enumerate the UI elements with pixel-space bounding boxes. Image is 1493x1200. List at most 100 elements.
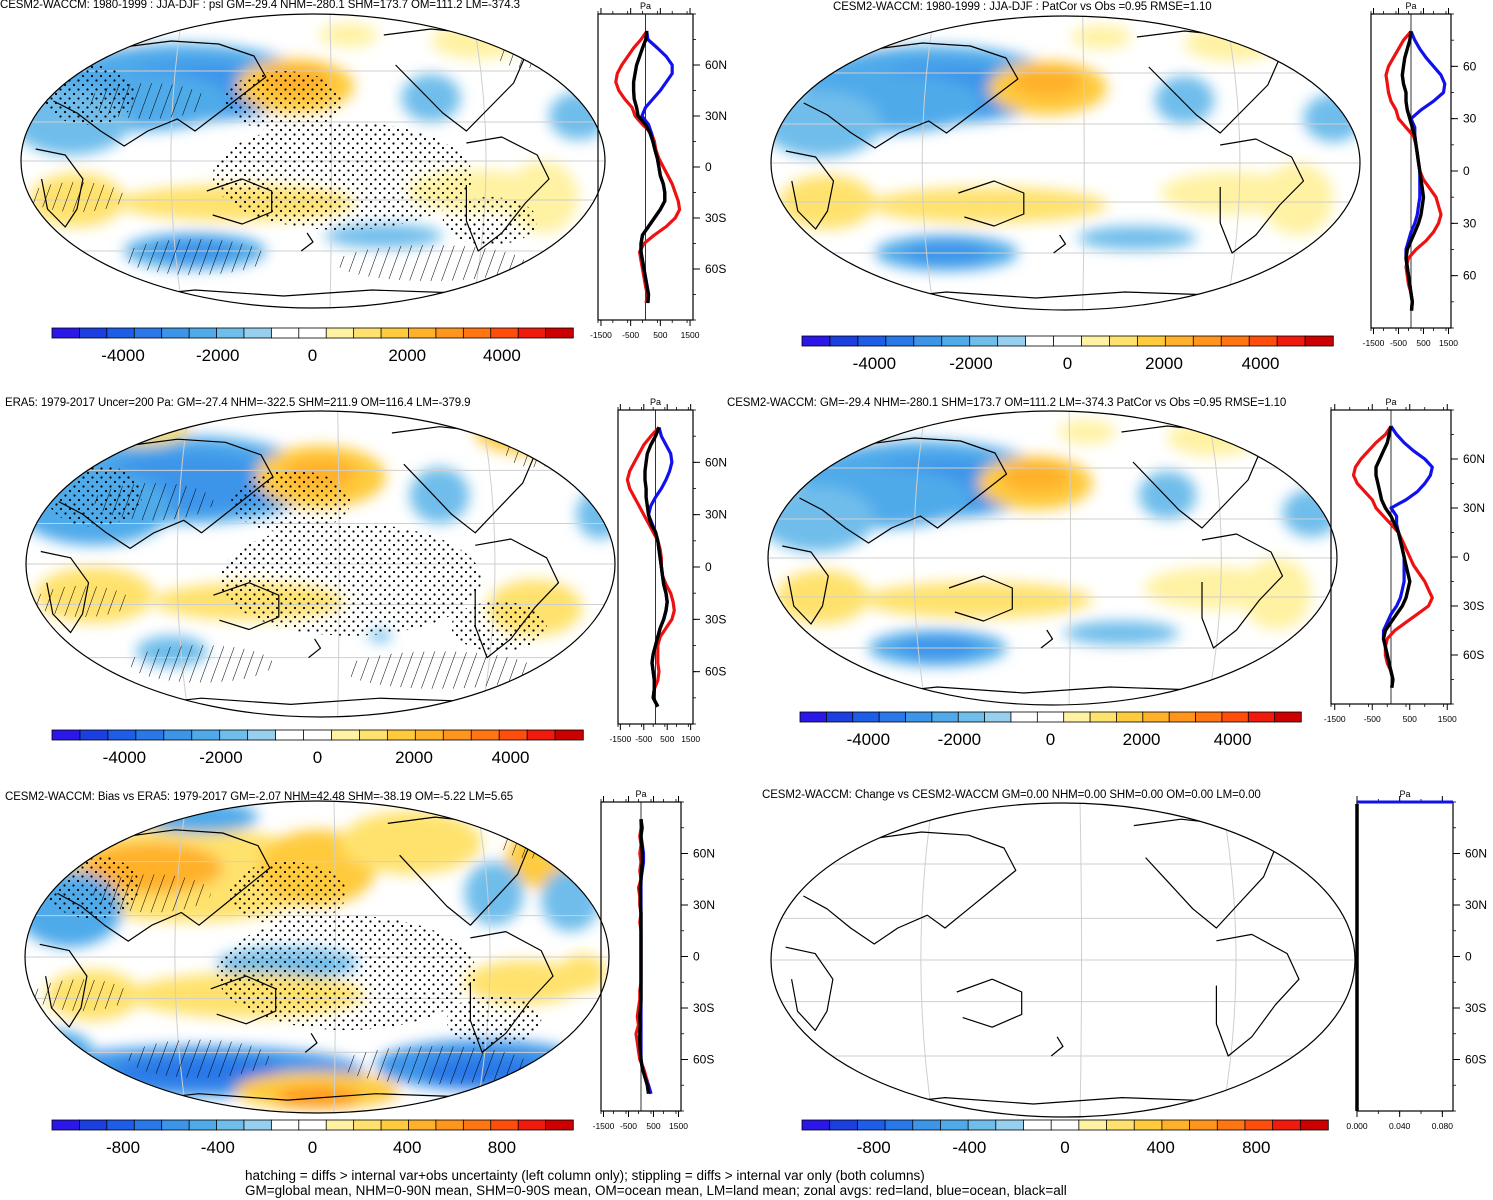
map-anomaly-region (821, 16, 905, 43)
map-stippling (451, 601, 547, 652)
footer-notes: hatching = diffs > internal var+obs unce… (245, 1168, 1485, 1200)
map-graticule (771, 803, 1355, 1117)
map-stippling (46, 464, 142, 527)
map-hatching (29, 182, 125, 212)
zonal-5: Pa -1500 -500 500 1500 60N 30N 0 30S 60S (593, 789, 715, 1131)
colorbar-swatch (462, 327, 492, 339)
map-1 (20, 13, 606, 309)
zonal-x-tick-label: 0.080 (1432, 1121, 1454, 1131)
zonal-line-all (643, 426, 669, 708)
colorbar-swatch (1053, 335, 1083, 347)
colorbar-swatch (1109, 335, 1139, 347)
footer-line-1: hatching = diffs > internal var+obs unce… (245, 1168, 925, 1183)
colorbar-swatch (799, 711, 828, 723)
colorbar-4: -4000 -2000 0 2000 4000 (799, 711, 1302, 749)
colorbar-swatch (51, 729, 81, 741)
colorbar-swatch (1299, 1119, 1329, 1131)
map-graticule (771, 16, 1360, 310)
map-stippling (442, 197, 538, 245)
colorbar-swatch (303, 729, 333, 741)
colorbar-swatch (325, 1119, 355, 1131)
map-stippling (446, 995, 542, 1047)
colorbar-swatch (247, 729, 277, 741)
colorbar-swatch (1063, 711, 1091, 723)
map-anomaly-region (25, 1030, 93, 1075)
colorbar-swatch (1195, 711, 1223, 723)
zonal-x-tick-label: 1500 (1439, 338, 1458, 348)
colorbar-swatch (1106, 1119, 1135, 1131)
colorbar-swatch (106, 327, 135, 339)
zonal-1: Pa -1500 -500 500 1500 60N 30N 0 30S 60S (590, 1, 727, 340)
colorbar-swatch (353, 1119, 382, 1131)
colorbar-swatch (829, 1119, 859, 1131)
colorbar-swatch (191, 729, 221, 741)
zonal-x-tick-label: 1500 (681, 330, 700, 340)
colorbar-swatch (188, 327, 218, 339)
zonal-lat-label: 30N (705, 109, 727, 123)
map-anomaly-region (464, 960, 583, 1005)
zonal-lat-label: 0 (705, 560, 712, 574)
map-stippling (216, 915, 477, 1031)
zonal-lat-label: 30N (705, 508, 727, 522)
colorbar-swatch (107, 729, 137, 741)
panel-5-title: CESM2-WACCM: Bias vs ERA5: 1979-2017 GM=… (5, 791, 514, 803)
zonal-line-all (1400, 31, 1426, 311)
map-anomaly-region (1154, 76, 1215, 124)
colorbar-swatch (1136, 335, 1167, 347)
zonal-lat-label: 60N (705, 455, 727, 469)
zonal-lat-label: 30S (1463, 599, 1484, 613)
map-stippling (228, 861, 347, 926)
colorbar-tick-label: 2000 (388, 346, 426, 365)
colorbar-swatch (517, 1119, 547, 1131)
colorbar-tick-label: 4000 (483, 346, 521, 365)
map-6 (770, 802, 1356, 1118)
map-border (767, 410, 1338, 706)
colorbar-swatch (1168, 711, 1197, 723)
zonal-lat-label: 30N (693, 898, 715, 912)
colorbar-swatch (408, 327, 437, 339)
zonal-3: Pa -1500 -500 500 1500 60N 30N 0 30S 60S (609, 397, 727, 744)
zonal-lat-label: 60N (1463, 452, 1485, 466)
colorbar-tick-label: 4000 (1214, 730, 1252, 749)
map-hatching (33, 979, 129, 1012)
colorbar-swatch (243, 327, 273, 339)
panel-4-title: CESM2-WACCM: GM=-29.4 NHM=-280.1 SHM=173… (727, 397, 1287, 409)
zonal-x-tick-label: -1500 (1324, 714, 1346, 724)
colorbar-swatch (442, 729, 472, 741)
colorbar-6: -800 -400 0 400 800 (801, 1119, 1329, 1157)
zonal-lat-label: 0 (1463, 164, 1470, 178)
colorbar-swatch (1274, 711, 1302, 723)
colorbar-swatch (857, 335, 887, 347)
colorbar-swatch (161, 1119, 190, 1131)
colorbar-swatch (526, 729, 556, 741)
map-anomaly-region (71, 14, 154, 41)
zonal-lat-label: 30S (705, 211, 726, 225)
panel-6-title: CESM2-WACCM: Change vs CESM2-WACCM GM=0.… (762, 789, 1261, 801)
colorbar-swatch (380, 1119, 410, 1131)
map-hatching (336, 245, 526, 281)
colorbar-swatch (1078, 1119, 1108, 1131)
map-anomaly-region (558, 953, 607, 992)
colorbar-swatch (554, 729, 584, 741)
colorbar-swatch (1244, 1119, 1274, 1131)
map-hatching (495, 38, 555, 68)
colorbar-swatch (133, 1119, 163, 1131)
colorbar-swatch (490, 327, 519, 339)
colorbar-tick-label: 4000 (1242, 354, 1280, 373)
colorbar-swatch (408, 1119, 437, 1131)
zonal-line-all (1374, 425, 1412, 688)
colorbar-swatch (545, 327, 574, 339)
colorbar-swatches (799, 711, 1302, 723)
zonal-lat-label: 60 (1463, 269, 1477, 283)
zonal-x-tick-label: -1500 (1363, 338, 1385, 348)
colorbar-swatch (967, 1119, 997, 1131)
colorbar-swatch (1025, 335, 1055, 347)
colorbar-swatch (435, 327, 465, 339)
colorbar-swatch (435, 1119, 465, 1131)
colorbar-swatch (216, 327, 245, 339)
map-graticule (768, 411, 1337, 705)
colorbar-swatch (1216, 1119, 1246, 1131)
map-border (25, 410, 616, 718)
colorbar-swatch (51, 1119, 81, 1131)
colorbar-swatch (161, 327, 190, 339)
